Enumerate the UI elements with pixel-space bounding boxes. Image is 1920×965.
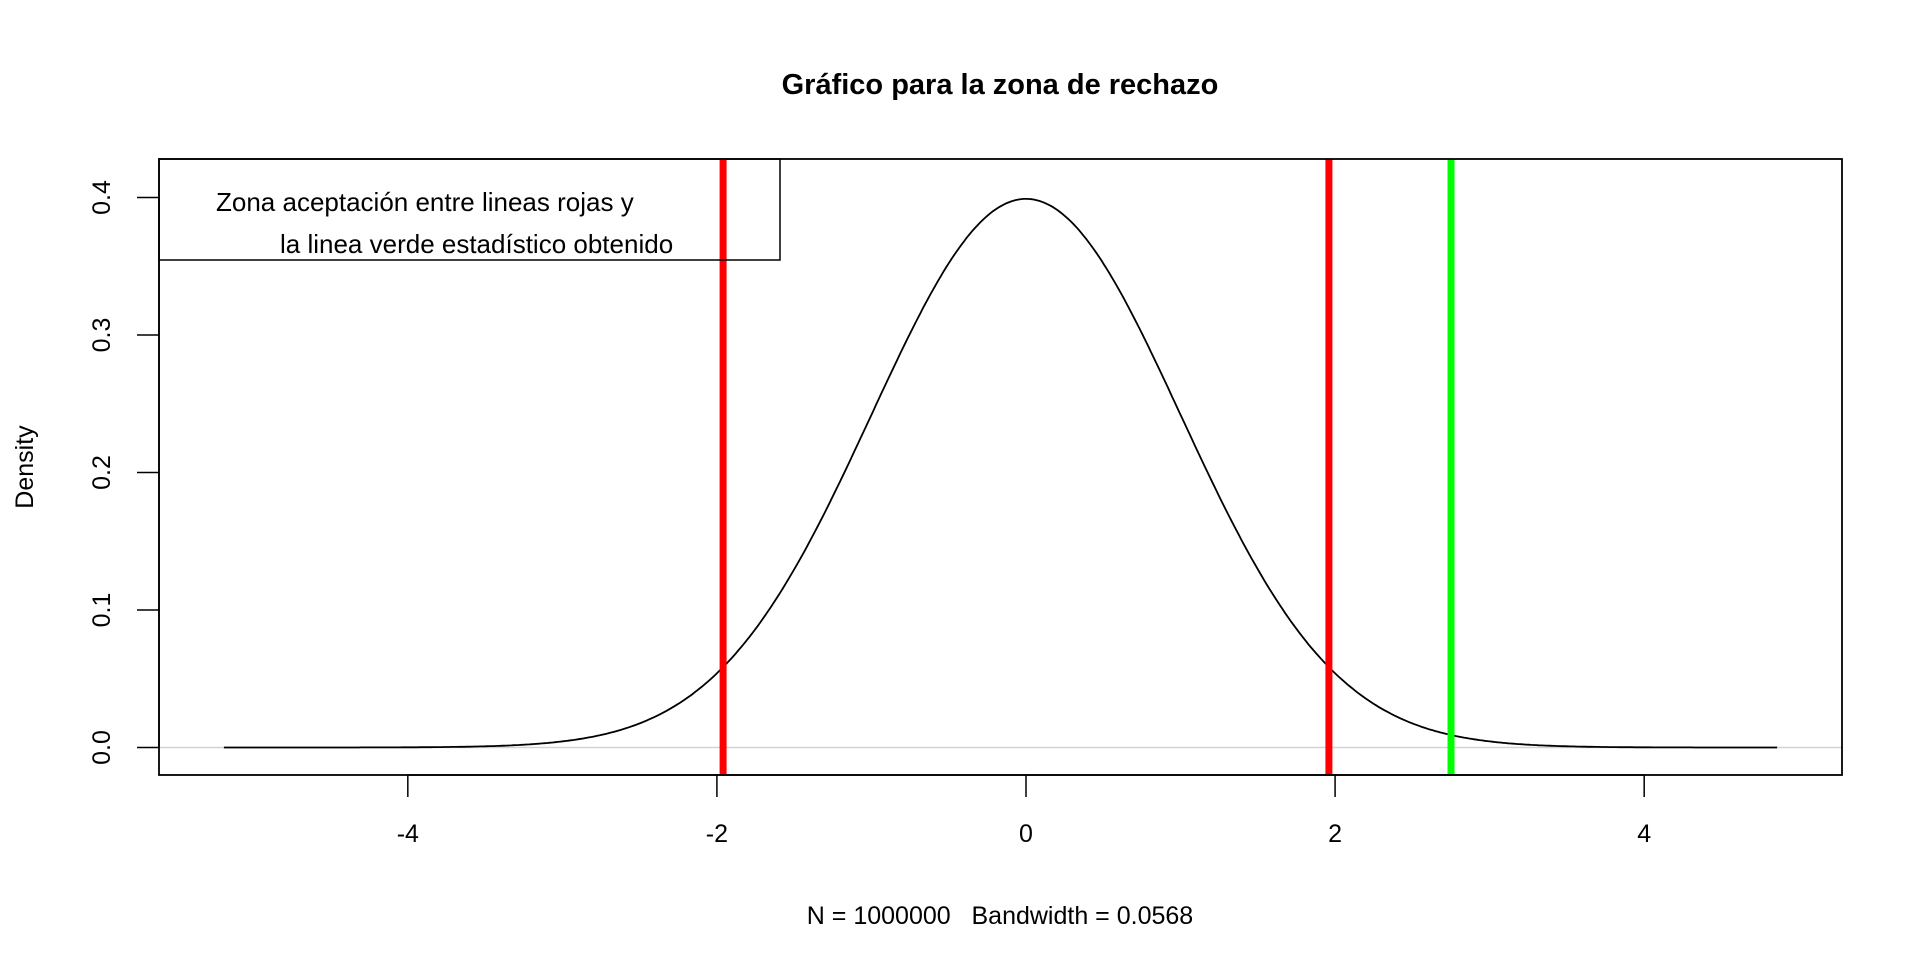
x-tick-label: 4	[1637, 820, 1651, 848]
y-tick-label: 0.2	[88, 455, 116, 490]
density-curve	[223, 197, 1778, 749]
x-tick-label: 0	[1019, 820, 1033, 848]
y-tick-label: 0.0	[88, 730, 116, 765]
y-tick-label: 0.3	[88, 318, 116, 353]
y-tick-label: 0.1	[88, 593, 116, 628]
legend-line-1: Zona aceptación entre lineas rojas y	[216, 187, 634, 217]
y-axis-label: Density	[11, 425, 39, 509]
y-tick-label: 0.4	[88, 180, 116, 215]
x-axis-label: N = 1000000 Bandwidth = 0.0568	[807, 902, 1193, 930]
x-tick-label: 2	[1328, 820, 1342, 848]
legend-line-2: la linea verde estadístico obtenido	[280, 229, 673, 259]
chart-title: Gráfico para la zona de rechazo	[782, 69, 1219, 101]
x-tick-label: -2	[706, 820, 728, 848]
legend: Zona aceptación entre lineas rojas y la …	[158, 158, 781, 261]
plot-area	[159, 159, 1842, 775]
x-tick-label: -4	[397, 820, 419, 848]
axes: -4 -2 0 2 4 0.0 0.1 0.2 0.3 0.4	[88, 158, 1843, 848]
